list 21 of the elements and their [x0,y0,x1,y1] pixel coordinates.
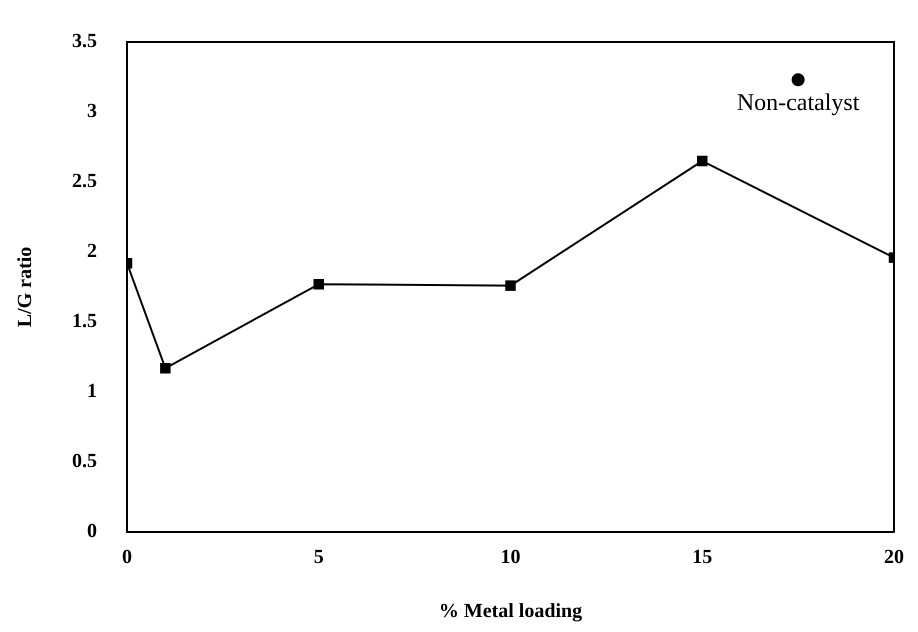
y-tick-label: 0 [87,520,97,542]
x-axis-title: % Metal loading [438,600,582,622]
y-tick-label: 2.5 [72,170,97,192]
point [697,156,708,166]
y-tick-label: 1 [87,380,97,402]
series-label: Non-catalyst [736,90,860,116]
x-tick-label: 15 [692,546,712,568]
y-tick-label: 3.5 [72,30,97,52]
y-axis-title: L/G ratio [14,246,36,328]
y-tick-label: 2 [87,240,97,262]
point [792,73,805,86]
y-tick-label: 3 [87,100,97,122]
x-tick-label: 5 [314,546,324,568]
x-tick-label: 0 [122,546,132,568]
x-tick-label: 20 [884,546,904,568]
point [505,280,516,291]
y-tick-label: 0.5 [72,450,97,472]
point [314,278,324,290]
x-tick-label: 10 [500,546,520,568]
point [160,362,171,374]
y-tick-label: 1.5 [72,310,97,332]
